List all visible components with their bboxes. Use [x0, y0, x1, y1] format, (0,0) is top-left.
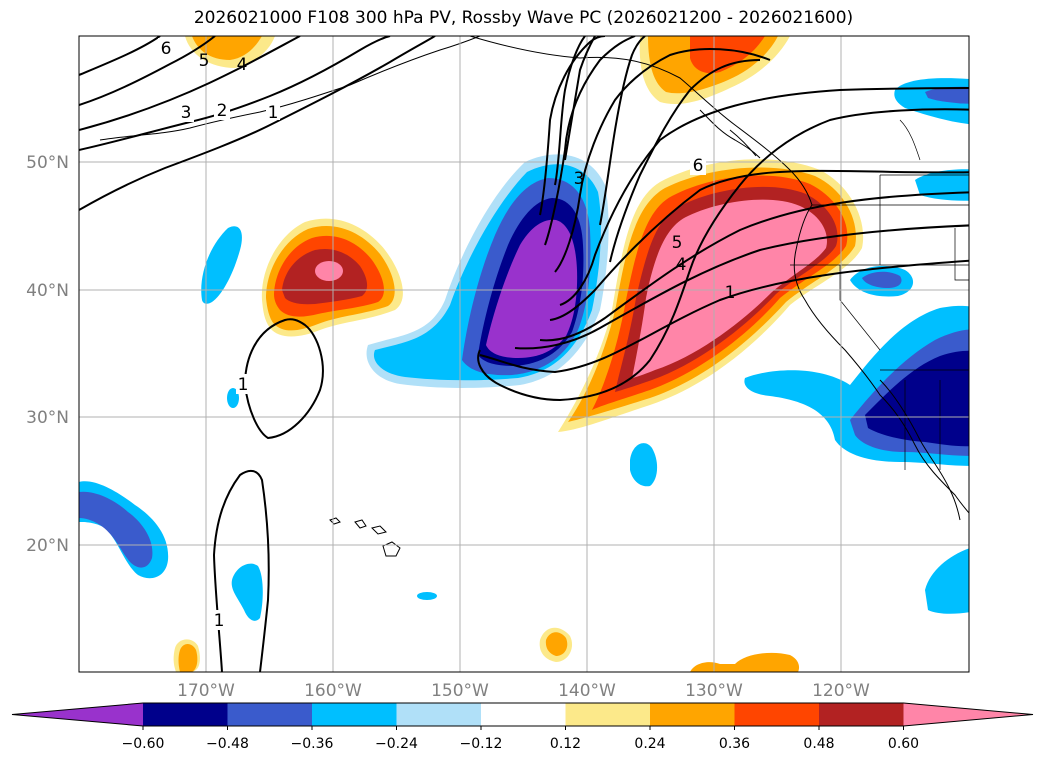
map-content: 6 5 4 3 2 1 3 6 5 4 1 1 1	[79, 36, 969, 672]
lon-label: 160°W	[304, 681, 362, 701]
colorbar-tick-label: 0.48	[803, 736, 834, 752]
colorbar-tick-label: −0.60	[122, 736, 165, 752]
colorbar-segment	[819, 703, 904, 726]
contour-label: 2	[217, 101, 228, 121]
contour-label: 1	[214, 611, 225, 631]
lon-label: 130°W	[685, 681, 743, 701]
lon-label: 120°W	[812, 681, 870, 701]
lon-label: 140°W	[558, 681, 616, 701]
colorbar-segment	[396, 703, 482, 726]
contour-label: 6	[161, 39, 172, 59]
colorbar-segment	[143, 703, 228, 726]
colorbar-segment	[734, 703, 820, 726]
colorbar-extend-low	[12, 703, 143, 726]
contour-label: 5	[199, 51, 210, 71]
latitude-labels: 50°N 40°N 30°N 20°N	[26, 153, 69, 556]
positive-anomaly-west	[261, 218, 403, 337]
colorbar-segment	[481, 703, 566, 726]
colorbar-tick-label: 0.36	[719, 736, 750, 752]
longitude-labels: 170°W 160°W 150°W 140°W 130°W 120°W	[177, 681, 870, 701]
contour-label: 5	[672, 233, 683, 253]
colorbar-extend-high	[903, 703, 1033, 726]
colorbar-tick-label: 0.24	[634, 736, 665, 752]
lat-label: 50°N	[26, 153, 69, 173]
colorbar-tick-label: −0.12	[460, 736, 503, 752]
contour-label: 4	[237, 55, 248, 75]
negative-anomaly-central	[366, 154, 609, 388]
contour-label: 1	[725, 283, 736, 303]
lat-label: 40°N	[26, 281, 69, 301]
lat-label: 20°N	[26, 536, 69, 556]
contour-label: 1	[238, 375, 249, 395]
colorbar-tick-label: 0.12	[550, 736, 581, 752]
colorbar-segment	[227, 703, 313, 726]
colorbar: −0.60 −0.48 −0.36 −0.24 −0.12 0.12 0.24 0.36 0.4…	[11, 702, 1034, 752]
coastlines	[99, 36, 969, 557]
contour-labels: 6 5 4 3 2 1 3 6 5 4 1 1 1	[158, 38, 735, 631]
contour-label: 3	[181, 103, 192, 123]
contour-label: 1	[268, 103, 279, 123]
gridlines	[79, 36, 969, 672]
state-borders	[790, 119, 969, 470]
colorbar-segment	[650, 703, 735, 726]
contour-label: 3	[574, 169, 585, 189]
colorbar-segment	[565, 703, 651, 726]
colorbar-tick-label: −0.36	[291, 736, 334, 752]
contour-label: 6	[693, 156, 704, 176]
lon-label: 170°W	[177, 681, 235, 701]
lon-label: 150°W	[431, 681, 489, 701]
colorbar-tick-label: 0.60	[888, 736, 919, 752]
contours	[79, 36, 969, 672]
map-title: 2026021000 F108 300 hPa PV, Rossby Wave …	[193, 8, 854, 28]
colorbar-tick-label: −0.24	[375, 736, 418, 752]
map-frame	[78, 35, 970, 673]
colorbar-tick-label: −0.48	[206, 736, 249, 752]
lat-label: 30°N	[26, 408, 69, 428]
contour-label: 4	[676, 255, 687, 275]
colorbar-segment	[312, 703, 397, 726]
